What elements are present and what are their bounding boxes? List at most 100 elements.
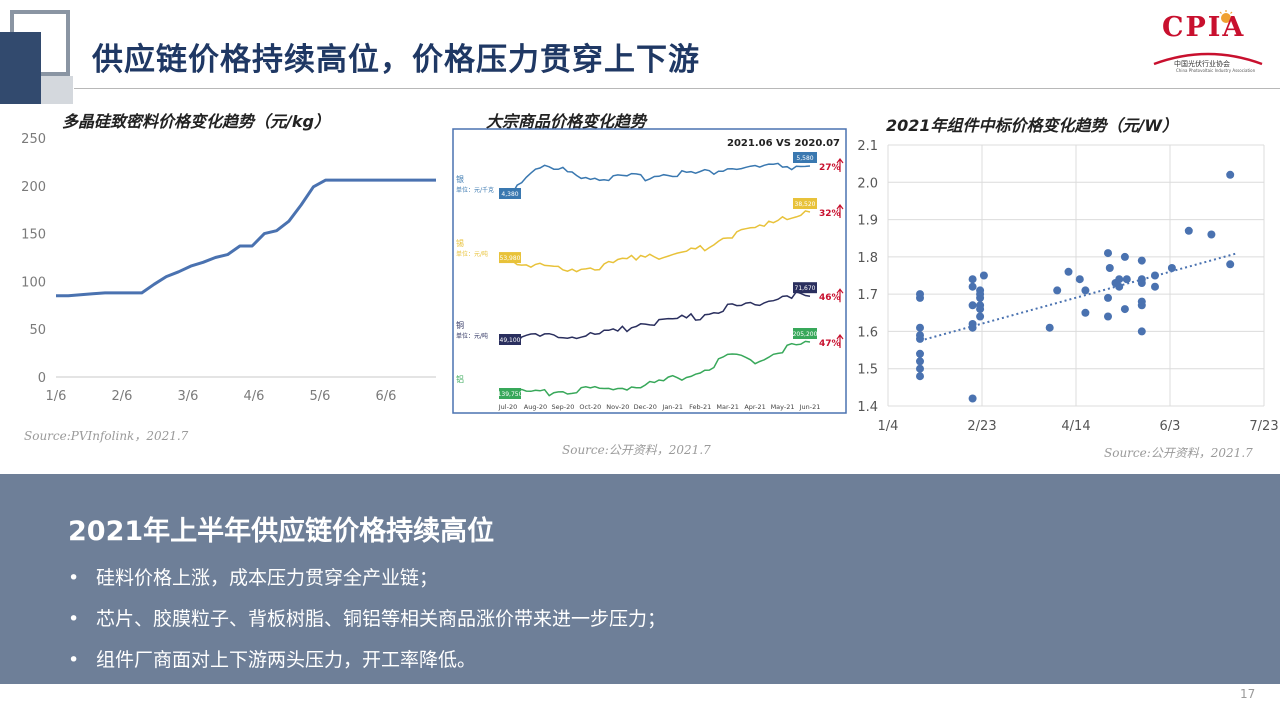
series-name: 铜: [456, 320, 464, 330]
scatter-point: [1151, 282, 1159, 291]
y-tick-label: 1.8: [857, 251, 878, 266]
series-end-label: 205,200: [793, 331, 818, 338]
x-tick-label: Mar-21: [716, 403, 738, 411]
series-start-label: 139,750: [498, 391, 523, 398]
chart-frame: [452, 128, 847, 414]
x-tick-label: 3/6: [178, 389, 199, 404]
x-tick-label: Oct-20: [579, 403, 601, 411]
scatter-point: [1045, 323, 1054, 332]
x-tick-label: 2/6: [112, 389, 133, 404]
y-tick-label: 150: [21, 228, 46, 243]
x-tick-label: 6/6: [376, 389, 397, 404]
chart2-title: 大宗商品价格变化趋势: [486, 112, 647, 131]
series-line-2: [507, 290, 811, 345]
y-tick-label: 250: [21, 132, 46, 147]
y-tick-label: 50: [29, 323, 46, 338]
summary-bullet: • 硅料价格上涨，成本压力贯穿全产业链；: [68, 567, 439, 589]
y-tick-label: 1.6: [857, 325, 878, 340]
y-tick-label: 1.4: [857, 400, 878, 415]
series-unit: 单位：元/吨: [456, 332, 488, 340]
y-tick-label: 1.9: [857, 214, 878, 229]
corner-decoration-fill: [0, 32, 41, 104]
scatter-point: [1137, 256, 1146, 265]
y-tick-label: 0: [38, 371, 46, 386]
x-tick-label: 6/3: [1160, 419, 1181, 434]
scatter-point: [1137, 327, 1146, 336]
scatter-point: [916, 372, 924, 381]
scatter-point: [1226, 170, 1235, 179]
scatter-point: [1064, 267, 1073, 276]
scatter-point: [1167, 264, 1176, 272]
scatter-point: [1053, 286, 1062, 295]
x-tick-label: 4/14: [1061, 419, 1090, 434]
chart1-source: Source:PVInfolink，2021.7: [24, 429, 189, 443]
series-unit: 单位：元/吨: [456, 250, 488, 258]
y-tick-label: 2.0: [857, 176, 878, 191]
scatter-point: [1122, 275, 1131, 284]
series-name: 铝: [456, 374, 464, 384]
x-tick-label: Jan-21: [661, 403, 683, 411]
x-tick-label: 4/6: [244, 389, 265, 404]
x-tick-label: Nov-20: [606, 403, 629, 411]
series-end-badge: [793, 328, 817, 339]
up-arrow-icon: [836, 288, 844, 303]
scatter-point: [976, 305, 985, 314]
series-start-label: 4,380: [501, 191, 518, 198]
x-tick-label: 1/4: [878, 419, 899, 434]
scatter-point: [1120, 305, 1129, 314]
y-tick-label: 2.1: [857, 139, 878, 154]
chart3-source: Source:公开资料，2021.7: [1104, 446, 1253, 460]
commodity-price-chart: 2021.06 VS 2020.07 银单位：元/千克 4,380 5,580 27% 锡…: [452, 128, 847, 414]
y-tick-label: 1.5: [857, 363, 878, 378]
series-end-badge: [793, 282, 817, 294]
series-change: 27%: [819, 163, 841, 173]
x-tick-label: May-21: [771, 403, 795, 411]
scatter-point: [968, 282, 977, 291]
scatter-point: [916, 349, 924, 358]
scatter-point: [1184, 226, 1193, 235]
logo-wordmark: CPIA: [1162, 12, 1246, 43]
series-change: 46%: [819, 293, 841, 303]
logo-subtitle: 中国光伏行业协会: [1174, 60, 1230, 68]
page-number: 17: [1240, 687, 1256, 701]
scatter-point: [916, 334, 924, 343]
up-arrow-icon: [836, 158, 844, 172]
scatter-point: [1137, 301, 1146, 310]
scatter-point: [976, 293, 985, 302]
slide-title: 供应链价格持续高位，价格压力贯穿上下游: [92, 42, 700, 78]
scatter-point: [916, 293, 924, 302]
corner-decoration-gray: [41, 76, 73, 104]
price-line: [56, 178, 436, 298]
series-line-3: [507, 340, 811, 399]
y-tick-label: 100: [21, 275, 46, 290]
up-arrow-icon: [836, 204, 844, 218]
x-tick-label: 1/6: [46, 389, 67, 404]
scatter-point: [1075, 275, 1084, 284]
series-start-badge: [499, 388, 521, 399]
scatter-point: [1104, 312, 1112, 321]
trend-line: [919, 252, 1238, 342]
scatter-point: [979, 271, 988, 280]
summary-bullet: • 芯片、胶膜粒子、背板树脂、铜铝等相关商品涨价带来进一步压力；: [68, 608, 667, 630]
up-arrow-icon: [836, 334, 844, 348]
cpia-logo-icon: [1153, 10, 1263, 66]
chart2-source: Source:公开资料，2021.7: [562, 443, 711, 457]
scatter-point: [976, 312, 985, 321]
scatter-point: [1226, 260, 1235, 269]
x-tick-label: Jul-20: [498, 403, 517, 411]
scatter-point: [1120, 252, 1129, 261]
series-name: 锡: [456, 239, 464, 248]
series-name: 银: [456, 174, 464, 184]
x-tick-label: 2/23: [967, 419, 996, 434]
x-tick-label: Dec-20: [634, 403, 657, 411]
series-start-label: 49,100: [500, 337, 521, 344]
scatter-point: [968, 301, 977, 310]
series-end-badge: [793, 152, 817, 163]
scatter-point: [1104, 249, 1112, 258]
summary-bullet: • 组件厂商面对上下游两头压力，开工率降低。: [68, 649, 477, 671]
series-end-label: 71,670: [795, 285, 816, 292]
title-divider: [74, 88, 1280, 89]
scatter-point: [1137, 279, 1146, 287]
x-tick-label: Jun-21: [799, 403, 821, 411]
scatter-point: [1105, 264, 1114, 272]
